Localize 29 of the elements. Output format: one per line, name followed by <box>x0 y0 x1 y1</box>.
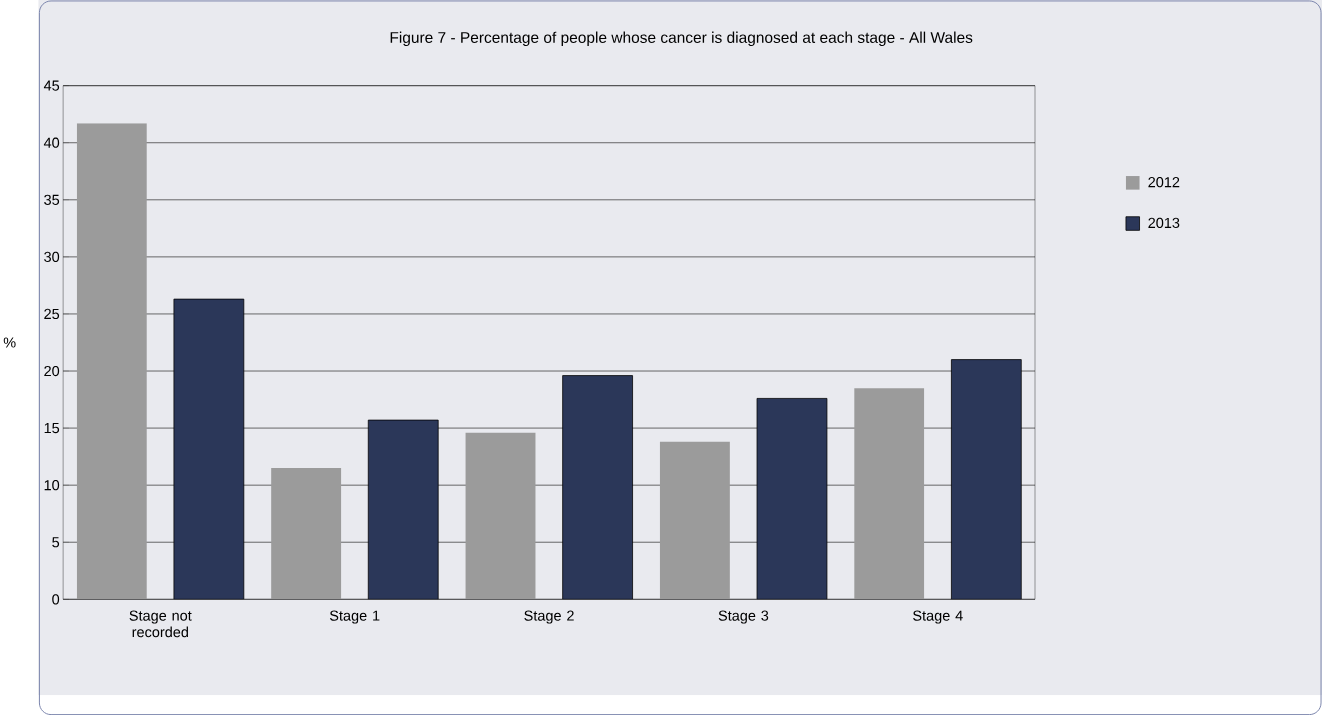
x-tick-label: Stage 2 <box>524 610 574 624</box>
y-axis-title: % <box>3 337 16 348</box>
y-tick-label: 15 <box>44 423 60 434</box>
y-tick-label: 45 <box>43 80 60 91</box>
y-tick-label: 20 <box>44 365 60 377</box>
y-tick-label: 25 <box>44 308 60 320</box>
bar <box>951 359 1022 600</box>
y-tick-label: 40 <box>43 137 60 148</box>
legend-label: 2012 <box>1148 177 1180 188</box>
bar <box>756 397 828 600</box>
y-tick-label: 35 <box>44 194 60 205</box>
bar <box>367 419 439 600</box>
bar <box>562 375 633 600</box>
y-tick-label: 0 <box>52 594 60 605</box>
bar <box>271 468 342 600</box>
bar <box>659 441 730 600</box>
bar <box>173 298 245 600</box>
bar <box>76 123 147 600</box>
y-tick-label: 10 <box>44 479 60 491</box>
x-tick-label: Stage not recorded <box>129 610 192 638</box>
y-tick-label: 5 <box>52 537 60 548</box>
bar <box>465 432 536 600</box>
bar <box>854 388 925 600</box>
x-tick-label: Stage 4 <box>913 610 963 624</box>
x-tick-label: Stage 1 <box>329 610 380 624</box>
chart-title: Figure 7 - Percentage of people whose cancer is diagnosed at each stage - All Wales <box>390 31 973 47</box>
legend-label: 2013 <box>1148 217 1180 228</box>
y-tick-label: 30 <box>44 251 60 262</box>
x-tick-label: Stage 3 <box>718 610 769 624</box>
